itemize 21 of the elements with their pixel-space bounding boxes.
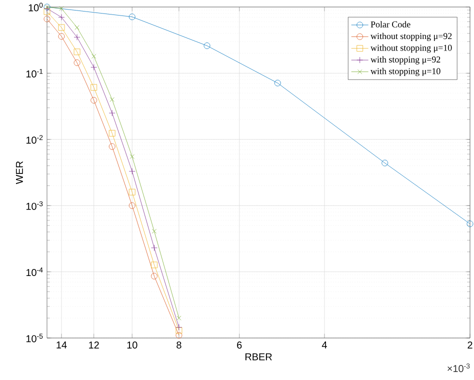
x-tick-label: 14 (56, 342, 67, 348)
y-tick-label: 10$^{-3}$ (26, 201, 43, 210)
y-tick-label: 10$^{-5}$ (26, 334, 43, 342)
x-tick-label: 4 (322, 342, 327, 348)
x-tick-label: 8 (176, 342, 182, 349)
y-tick-label: 10$^{-1}$ (26, 68, 43, 78)
y-axis-title: WER (16, 161, 23, 184)
legend-label: Polar Code (370, 21, 410, 28)
text: ×10$^{-3}$ (448, 364, 470, 372)
legend-label: without stopping μ=10 (370, 44, 452, 53)
x-tick-label: 10 (127, 342, 138, 349)
legend-label: without stopping μ=92 (370, 32, 452, 41)
x-axis-title: RBER (245, 353, 272, 360)
legend-label: with stopping μ=10 (370, 68, 440, 76)
y-tick-label: 10$^{0}$ (28, 2, 43, 12)
x-tick-label: 6 (237, 342, 242, 349)
y-tick-label: 10$^{-4}$ (26, 268, 43, 276)
x-tick-label: 2 (468, 342, 472, 348)
x-tick-label: 12 (89, 342, 99, 348)
legend-label: with stopping μ=92 (370, 56, 440, 64)
y-tick-label: 10$^{-2}$ (26, 135, 43, 144)
